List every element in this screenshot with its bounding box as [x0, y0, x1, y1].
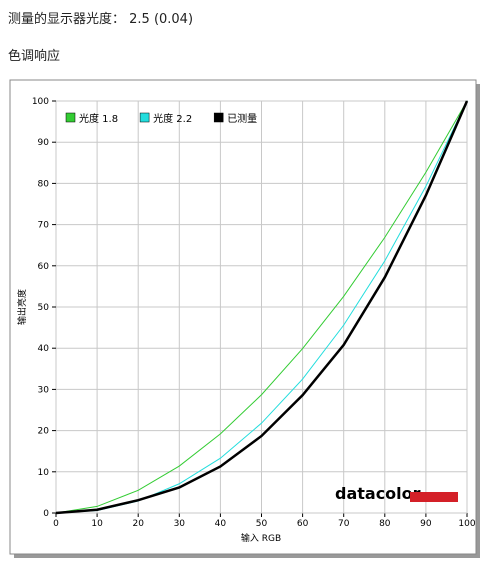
legend: 光度 1.8 光度 2.2 已测量: [65, 112, 257, 125]
y-tick-label: 20: [38, 427, 50, 437]
y-tick-label: 70: [38, 221, 50, 231]
x-tick-label: 0: [53, 519, 59, 529]
y-tick-label: 40: [38, 344, 50, 354]
logo-text: datacolor: [335, 484, 421, 503]
x-tick-label: 50: [256, 519, 268, 529]
logo: datacolor: [335, 484, 458, 503]
section-title: 色调响应: [8, 49, 61, 64]
y-tick-label: 0: [43, 509, 49, 519]
legend-label: 已测量: [227, 112, 257, 125]
logo-bar: [410, 492, 458, 502]
y-tick-label: 50: [38, 303, 50, 313]
x-tick-label: 90: [420, 519, 432, 529]
y-tick-label: 90: [38, 138, 50, 148]
series-line: [55, 100, 469, 515]
legend-swatch: [213, 112, 224, 123]
y-tick-label: 80: [38, 179, 50, 189]
x-tick-label: 80: [379, 519, 391, 529]
legend-swatch: [65, 112, 76, 123]
x-axis-label: 输入 RGB: [241, 532, 281, 544]
legend-label: 光度 2.2: [153, 112, 192, 125]
legend-swatch: [139, 112, 150, 123]
y-tick-label: 100: [32, 97, 49, 107]
series-line: [55, 100, 468, 514]
legend-label: 光度 1.8: [79, 112, 118, 125]
y-axis-label: 输出亮度: [16, 289, 28, 325]
x-tick-label: 70: [338, 519, 350, 529]
x-tick-label: 100: [458, 519, 475, 529]
y-tick-label: 10: [38, 468, 50, 478]
x-tick-label: 60: [297, 519, 309, 529]
x-tick-label: 10: [91, 519, 103, 529]
measurement: 测量的显示器光度： 2.5 (0.04): [8, 12, 194, 27]
y-tick-label: 30: [38, 385, 50, 395]
y-tick-label: 60: [38, 262, 50, 272]
x-tick-label: 20: [132, 519, 144, 529]
x-tick-label: 40: [215, 519, 227, 529]
x-tick-label: 30: [174, 519, 186, 529]
